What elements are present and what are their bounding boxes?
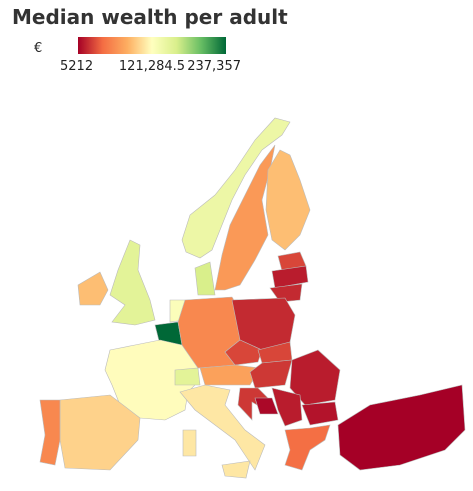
map-title: Median wealth per adult [12,5,288,29]
country [77,271,109,306]
legend-tick-label: 121,284.5 [119,59,185,74]
country [284,424,331,471]
country [194,261,216,296]
country [109,239,156,326]
legend-tick-label: 237,357 [187,59,241,74]
country [179,384,266,471]
country [265,149,311,251]
country [59,394,141,471]
country [182,429,197,457]
country [301,401,339,426]
country [104,339,199,421]
country [254,397,279,415]
legend-scale [78,37,226,54]
country [289,349,341,406]
country [269,283,303,303]
country [271,387,303,427]
country [221,460,251,479]
country [39,399,61,466]
country [337,384,466,471]
legend-tick-label: 5212 [60,59,93,74]
country [249,359,293,389]
country [174,367,201,386]
legend-unit: € [34,41,42,56]
country [271,265,309,289]
country [181,117,291,259]
